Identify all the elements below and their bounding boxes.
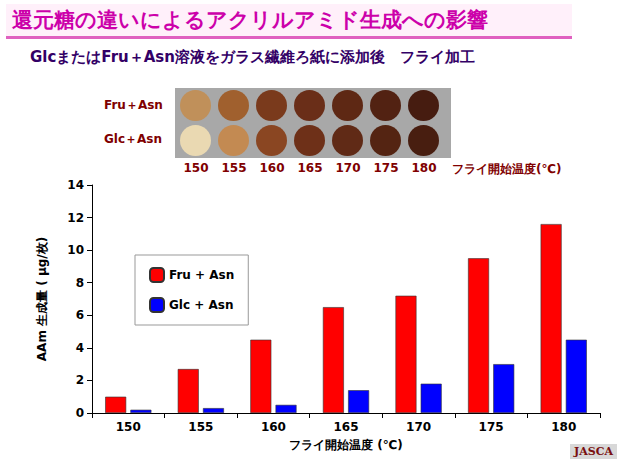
svg-text:14: 14 (67, 178, 84, 192)
svg-text:Glc + Asn: Glc + Asn (169, 298, 233, 312)
html-text:GlcまたはFru＋Asn溶液をガラス繊維ろ紙に添加後 フラ: GlcまたはFru＋Asn溶液をガラス繊維ろ紙に添加後 フライ加工 (30, 48, 475, 66)
svg-text:165: 165 (333, 420, 358, 434)
svg-text:4: 4 (76, 341, 84, 355)
html-text:フライ開始温度(℃): フライ開始温度(℃) (452, 162, 562, 176)
html-text:165: 165 (297, 161, 323, 175)
svg-text:2: 2 (76, 373, 84, 387)
html-text:175: 175 (373, 161, 399, 175)
svg-text:10: 10 (67, 243, 84, 257)
html-text:還元糖の違いによるアクリルアミド生成への影響: 還元糖の違いによるアクリルアミド生成への影響 (12, 8, 488, 32)
svg-text:150: 150 (116, 420, 141, 434)
svg-text:フライ開始温度 (℃): フライ開始温度 (℃) (289, 438, 403, 452)
html-text:160: 160 (259, 161, 285, 175)
html-text:180: 180 (411, 161, 437, 175)
svg-text:160: 160 (261, 420, 286, 434)
svg-text:8: 8 (76, 276, 84, 290)
svg-text:155: 155 (188, 420, 213, 434)
svg-text:175: 175 (479, 420, 504, 434)
svg-text:12: 12 (67, 211, 84, 225)
svg-text:180: 180 (551, 420, 576, 434)
html-text:170: 170 (335, 161, 361, 175)
svg-text:Fru + Asn: Fru + Asn (169, 268, 234, 282)
svg-text:170: 170 (406, 420, 431, 434)
svg-text:AAm 生成量 ( μg/枚): AAm 生成量 ( μg/枚) (35, 237, 49, 361)
html-text:JASCA: JASCA (574, 445, 613, 458)
html-text:155: 155 (221, 161, 247, 175)
html-text:Glc＋Asn: Glc＋Asn (104, 132, 163, 146)
html-text:150: 150 (183, 161, 209, 175)
html-text:Fru＋Asn: Fru＋Asn (104, 98, 163, 112)
svg-text:6: 6 (76, 308, 84, 322)
svg-text:0: 0 (76, 406, 84, 420)
